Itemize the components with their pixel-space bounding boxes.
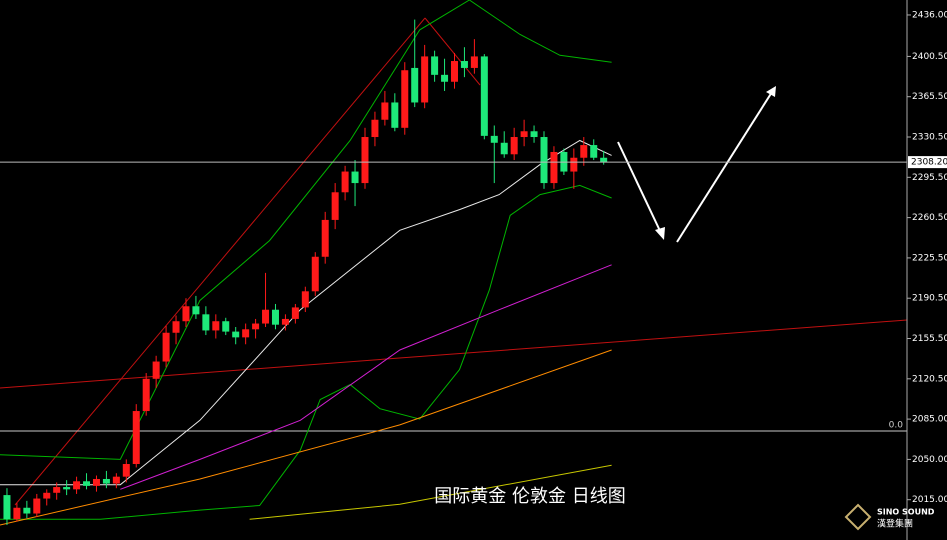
candle-body xyxy=(570,157,578,172)
candle-body xyxy=(43,492,51,499)
candle-body xyxy=(212,321,220,331)
candle-body xyxy=(331,192,339,220)
candle-body xyxy=(361,137,369,184)
overlay-line xyxy=(120,264,612,490)
candle-body xyxy=(271,309,279,325)
candle-body xyxy=(192,306,200,315)
candle-body xyxy=(152,361,160,379)
candle-body xyxy=(63,487,71,490)
candle-body xyxy=(401,70,409,128)
overlay-line xyxy=(0,0,612,460)
candle-body xyxy=(53,487,61,493)
candle-body xyxy=(172,321,180,333)
candle-body xyxy=(311,256,319,292)
candle-body xyxy=(411,67,419,103)
trend-line xyxy=(0,319,908,389)
candle-body xyxy=(202,314,210,331)
brand-name: SINO SOUND xyxy=(877,508,935,517)
candle-body xyxy=(441,74,449,82)
candle-body xyxy=(460,61,468,68)
y-tick-label: 2436.00 xyxy=(912,10,947,20)
candle-body xyxy=(291,307,299,319)
y-tick-label: 2015.00 xyxy=(912,495,947,505)
y-tick-label: 2050.00 xyxy=(912,455,947,465)
candle-body xyxy=(252,323,260,330)
candle-body xyxy=(490,135,498,143)
candle-body xyxy=(262,309,270,324)
channel-line xyxy=(14,17,426,506)
overlay-line xyxy=(0,184,612,520)
candle-body xyxy=(222,321,230,332)
candle-body xyxy=(162,332,170,362)
candle-body xyxy=(122,464,130,477)
channel-line xyxy=(424,17,481,86)
candle-body xyxy=(371,119,379,138)
candle-body xyxy=(580,145,588,158)
candle-body xyxy=(480,56,488,136)
candle-body xyxy=(23,507,31,514)
candle-body xyxy=(590,145,598,158)
overlay-line xyxy=(0,349,612,526)
logo: SINO SOUND 漢登集團 xyxy=(844,503,935,531)
overlay-line xyxy=(249,464,612,520)
y-tick-label: 2155.50 xyxy=(912,334,947,344)
candle-body xyxy=(421,56,429,103)
candle-body xyxy=(301,291,309,308)
candle-body xyxy=(510,137,518,155)
candle-body xyxy=(381,102,389,120)
candle-body xyxy=(341,171,349,193)
y-tick-label: 2295.50 xyxy=(912,173,947,183)
brand-cn: 漢登集團 xyxy=(877,518,913,530)
candle-body xyxy=(450,61,458,82)
y-tick-label: 2190.50 xyxy=(912,294,947,304)
current-price-box xyxy=(908,156,947,169)
y-tick-label: 2330.50 xyxy=(912,133,947,143)
candle-body xyxy=(600,157,608,163)
candle-body xyxy=(351,171,359,184)
candle-body xyxy=(232,331,240,338)
candle-body xyxy=(112,476,120,484)
candle-body xyxy=(530,131,538,138)
candle-body xyxy=(431,56,439,75)
candle-body xyxy=(242,329,250,338)
zero-label: 0.0 xyxy=(889,421,904,431)
candle-body xyxy=(92,478,100,486)
y-tick-label: 2260.50 xyxy=(912,213,947,223)
y-tick-label: 2085.00 xyxy=(912,415,947,425)
candle-body xyxy=(73,481,81,490)
candle-body xyxy=(13,507,21,520)
chart-title: 国际黄金 伦敦金 日线图 xyxy=(434,486,625,507)
candle-body xyxy=(500,142,508,155)
candle-body xyxy=(550,151,558,184)
candle-body xyxy=(102,478,110,484)
candle-body xyxy=(520,131,528,138)
current-price-label: 2308.20 xyxy=(911,158,947,168)
candle-body xyxy=(33,498,41,514)
candle-body xyxy=(83,481,91,486)
candle-body xyxy=(321,219,329,257)
forecast-arrows xyxy=(617,86,776,243)
y-tick-label: 2225.50 xyxy=(912,253,947,263)
candle-body xyxy=(470,56,478,68)
overlay-line xyxy=(0,139,612,486)
candle-body xyxy=(281,318,289,325)
y-tick-label: 2400.50 xyxy=(912,52,947,62)
y-tick-label: 2120.50 xyxy=(912,374,947,384)
candle-body xyxy=(142,378,150,412)
y-tick-label: 2365.50 xyxy=(912,92,947,102)
candle-body xyxy=(182,306,190,322)
candle-body xyxy=(3,495,11,520)
candle-body xyxy=(391,102,399,128)
candle-body xyxy=(540,137,548,184)
candles xyxy=(3,19,608,526)
candle-body xyxy=(132,411,140,465)
